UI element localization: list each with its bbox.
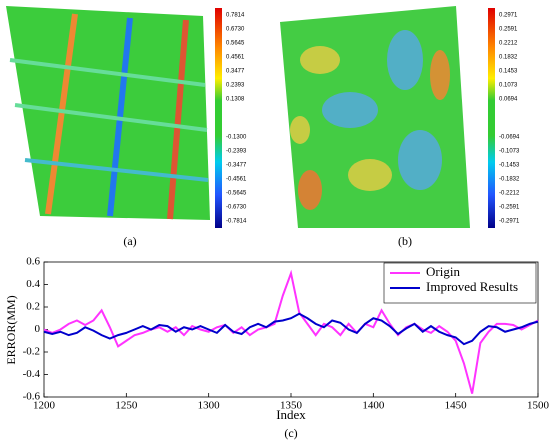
colorbar-tick-label: 0.1308 [226, 97, 245, 103]
legend-label: Origin [426, 264, 460, 279]
y-tick-label: 0.4 [26, 278, 40, 290]
y-axis-label: ERROR(MM) [4, 295, 18, 364]
colorbar-tick-label: 0.2591 [499, 27, 518, 33]
y-tick-label: -0.2 [23, 346, 40, 358]
colorbar-tick-label: -0.2971 [499, 219, 520, 225]
colorbar-tick-label: 0.7814 [226, 13, 245, 19]
y-tick-label: 0.6 [26, 256, 40, 268]
legend-label: Improved Results [426, 279, 518, 294]
colorbar-tick-label: -0.1832 [499, 177, 520, 183]
colorbar-tick-label: -0.0694 [499, 135, 520, 141]
panel-a-image [6, 6, 222, 228]
colorbar-tick-label: 0.2212 [499, 41, 518, 47]
colorbar-tick-label: -0.3477 [226, 163, 247, 169]
colorbar-tick-label: 0.2393 [226, 83, 245, 89]
colorbar-tick-label: -0.7814 [226, 219, 247, 225]
colorbar-tick-label: 0.2971 [499, 13, 518, 19]
x-tick-label: 1200 [33, 400, 56, 412]
colorbar-tick-label: 0.3477 [226, 69, 245, 75]
colorbar-tick-label: 0.5645 [226, 41, 245, 47]
x-tick-label: 1250 [115, 400, 138, 412]
colorbar-tick-label: -0.4561 [226, 177, 247, 183]
colorbar-tick-label: -0.1073 [499, 149, 520, 155]
colorbar-tick-label: -0.2212 [499, 191, 520, 197]
panel-caption: (a) [123, 234, 136, 248]
panel-b-image [280, 6, 495, 228]
data-line [43, 312, 539, 346]
colorbar-tick-label: 0.4561 [226, 55, 245, 61]
colorbar-tick-label: 0.0694 [499, 97, 518, 103]
colorbar-tick-label: 0.1832 [499, 55, 518, 61]
colorbar-tick-label: 0.6730 [226, 27, 245, 33]
y-tick-label: -0.4 [23, 368, 41, 380]
colorbar-tick-label: 0.1453 [499, 69, 518, 75]
y-tick-label: 0 [35, 323, 41, 335]
x-tick-label: 1450 [445, 400, 468, 412]
x-tick-label: 1400 [362, 400, 385, 412]
y-tick-label: 0.2 [26, 301, 40, 313]
colorbar-tick-label: -0.2591 [499, 205, 520, 211]
x-tick-label: 1350 [280, 400, 303, 412]
panel-caption: (b) [398, 234, 412, 248]
colorbar-tick-label: 0.1073 [499, 83, 518, 89]
colorbar-tick-label: -0.1453 [499, 163, 520, 169]
data-line [43, 269, 539, 394]
colorbar-tick-label: -0.6730 [226, 205, 247, 211]
colorbar-tick-label: -0.1300 [226, 135, 247, 141]
chart-caption: (c) [284, 426, 297, 440]
legend-box [383, 262, 537, 304]
x-tick-label: 1500 [527, 400, 550, 412]
x-tick-label: 1300 [198, 400, 221, 412]
y-tick-label: -0.6 [23, 391, 41, 403]
x-axis-label: Index [276, 407, 306, 422]
colorbar-tick-label: -0.2393 [226, 149, 247, 155]
colorbar-tick-label: -0.5645 [226, 191, 247, 197]
